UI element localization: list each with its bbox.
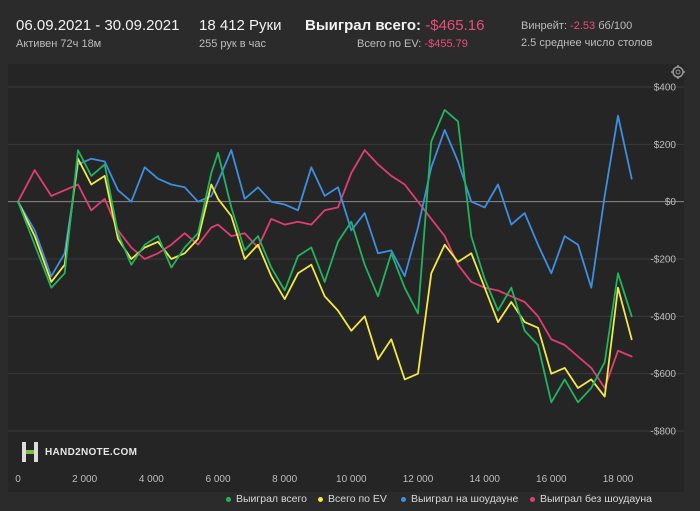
ev-total-value: -$455.79: [424, 38, 468, 50]
hand2note-logo-text: HAND2NOTE.COM: [45, 446, 138, 458]
legend-label: Выиграл всего: [236, 493, 307, 505]
winrate: Винрейт: -2.53 бб/100: [521, 20, 632, 32]
legend-item-showdown[interactable]: Выиграл на шоудауне: [401, 493, 518, 505]
legend-label: Всего по EV: [328, 493, 387, 505]
y-tick-label: $400: [654, 83, 677, 94]
winrate-label: Винрейт:: [521, 20, 568, 32]
plot-background: [8, 64, 684, 492]
ev-total-label: Всего по EV:: [357, 38, 422, 50]
hand2note-logo: HAND2NOTE.COM: [22, 442, 137, 462]
active-time: Активен 72ч 18м: [16, 38, 102, 50]
x-tick-label: 0: [15, 474, 21, 485]
tables-average: 2.5 среднее число столов: [521, 37, 653, 49]
legend-item-non-showdown[interactable]: Выиграл без шоудауна: [530, 493, 652, 505]
x-tick-label: 18 000: [603, 474, 634, 485]
grid-lines: [8, 86, 684, 432]
legend-item-ev[interactable]: Всего по EV: [318, 493, 387, 505]
winrate-value: -2.53: [570, 20, 596, 32]
legend-dot-icon: [401, 496, 406, 502]
x-axis-ticks: 0 2 000 4 000 6 000 8 000 10 000 12 000 14 000 1…: [15, 474, 634, 485]
winrate-unit: бб/100: [598, 20, 633, 32]
legend-item-won-total[interactable]: Выиграл всего: [226, 493, 307, 505]
y-axis-ticks: $400 $200 $0 -$200 -$400 -$600 -$800: [650, 83, 676, 438]
settings-gear-icon[interactable]: [671, 65, 685, 79]
legend-label: Выиграл без шоудауна: [540, 493, 652, 505]
hand2note-logo-icon: [22, 442, 38, 462]
y-tick-label: -$800: [650, 427, 676, 438]
legend-dot-icon: [530, 496, 535, 502]
won-total-value: -$465.16: [425, 17, 485, 34]
legend-dot-icon: [318, 496, 323, 502]
x-tick-label: 16 000: [536, 474, 567, 485]
date-range: 06.09.2021 - 30.09.2021: [16, 17, 180, 34]
hands-per-hour: 255 рук в час: [199, 38, 267, 50]
x-tick-label: 14 000: [469, 474, 500, 485]
won-total: Выиграл всего: -$465.16: [305, 17, 484, 34]
y-tick-label: -$200: [650, 255, 676, 266]
x-tick-label: 8 000: [272, 474, 297, 485]
series-lines: [17, 109, 633, 404]
x-tick-label: 2 000: [72, 474, 97, 485]
series-line-0: [17, 109, 633, 404]
y-tick-label: $0: [665, 197, 677, 208]
ev-total: Всего по EV: -$455.79: [357, 38, 468, 50]
series-line-3: [17, 149, 633, 389]
series-line-2: [17, 114, 633, 289]
y-tick-label: -$400: [650, 312, 676, 323]
x-tick-label: 10 000: [336, 474, 367, 485]
x-tick-label: 12 000: [403, 474, 434, 485]
x-tick-label: 6 000: [205, 474, 230, 485]
legend-dot-icon: [226, 496, 231, 502]
x-tick-label: 4 000: [139, 474, 164, 485]
y-tick-label: $200: [654, 140, 677, 151]
hands-count: 18 412 Руки: [199, 17, 282, 34]
legend-label: Выиграл на шоудауне: [411, 493, 519, 505]
y-tick-label: -$600: [650, 369, 676, 380]
won-total-label: Выиграл всего:: [305, 17, 422, 34]
